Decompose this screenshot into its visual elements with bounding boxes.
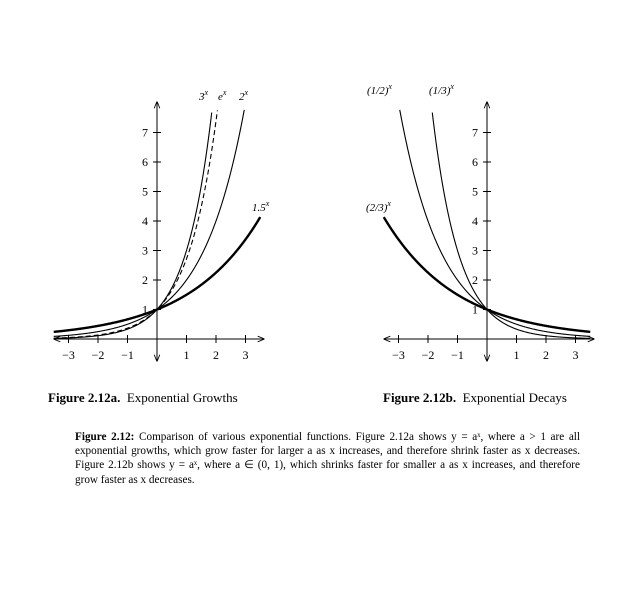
label-twothirds-x: (2/3)x bbox=[366, 199, 391, 214]
y-tick-label: 7 bbox=[142, 126, 148, 140]
figure-b-title: Exponential Decays bbox=[462, 390, 567, 405]
y-tick-label: 6 bbox=[142, 155, 148, 169]
x-tick-label: −3 bbox=[62, 348, 75, 362]
x-tick-label: −2 bbox=[92, 348, 105, 362]
series-curve-1.5^x bbox=[53, 216, 262, 334]
figure-a-label: Figure 2.12a. bbox=[48, 390, 121, 405]
series-curve-(1/2)^x bbox=[399, 109, 591, 337]
label-half-x: (1/2)x bbox=[367, 82, 392, 97]
x-tick-label: −2 bbox=[422, 348, 435, 362]
y-tick-label: 3 bbox=[142, 244, 148, 258]
x-tick-label: 1 bbox=[514, 348, 520, 362]
figure-b-label: Figure 2.12b. bbox=[383, 390, 457, 405]
series-curve-(2/3)^x bbox=[382, 216, 591, 334]
y-tick-label: 2 bbox=[142, 273, 148, 287]
label-ex: ex bbox=[218, 88, 227, 103]
caption-label: Figure 2.12: bbox=[75, 431, 135, 443]
series-curve-(1/3)^x bbox=[431, 112, 591, 339]
y-tick-label: 7 bbox=[472, 126, 478, 140]
y-tick-label: 5 bbox=[142, 185, 148, 199]
y-tick-label: 3 bbox=[472, 244, 478, 258]
y-tick-label: 1 bbox=[472, 303, 478, 317]
x-tick-label: 1 bbox=[184, 348, 190, 362]
x-tick-label: −1 bbox=[451, 348, 464, 362]
x-tick-label: −1 bbox=[121, 348, 134, 362]
y-tick-label: 4 bbox=[142, 214, 148, 228]
y-tick-label: 5 bbox=[472, 185, 478, 199]
figure-a-caption: Figure 2.12a. Exponential Growths bbox=[48, 390, 238, 406]
y-tick-label: 6 bbox=[472, 155, 478, 169]
y-tick-label: 4 bbox=[472, 214, 478, 228]
series-curve-3^x bbox=[53, 112, 213, 339]
y-tick-label: 1 bbox=[142, 303, 148, 317]
label-3x: 3x bbox=[198, 88, 209, 103]
x-tick-label: 2 bbox=[543, 348, 549, 362]
label-2x: 2x bbox=[239, 88, 249, 103]
figure-b-caption: Figure 2.12b. Exponential Decays bbox=[383, 390, 567, 406]
y-tick-label: 2 bbox=[472, 273, 478, 287]
panel-growth: −3 −2 −1 1 2 3 1 2 3 4 5 6 7 3x ex 2x 1.5x bbox=[54, 88, 270, 362]
caption-text: Comparison of various exponential functi… bbox=[75, 431, 580, 486]
x-tick-label: 2 bbox=[213, 348, 219, 362]
panel-decay: −3 −2 −1 1 2 3 1 2 3 4 5 6 7 (1/2)x (1/3)x (2/3)x bbox=[366, 82, 594, 362]
figure-caption: Figure 2.12: Comparison of various expon… bbox=[75, 430, 580, 487]
x-tick-label: 3 bbox=[573, 348, 579, 362]
label-third-x: (1/3)x bbox=[429, 82, 454, 97]
label-1-5x: 1.5x bbox=[252, 199, 270, 214]
figure-a-title: Exponential Growths bbox=[126, 390, 238, 405]
x-tick-label: 3 bbox=[243, 348, 249, 362]
series-curve-e^x bbox=[53, 110, 218, 339]
x-tick-label: −3 bbox=[392, 348, 405, 362]
series-curve-2^x bbox=[53, 109, 245, 337]
